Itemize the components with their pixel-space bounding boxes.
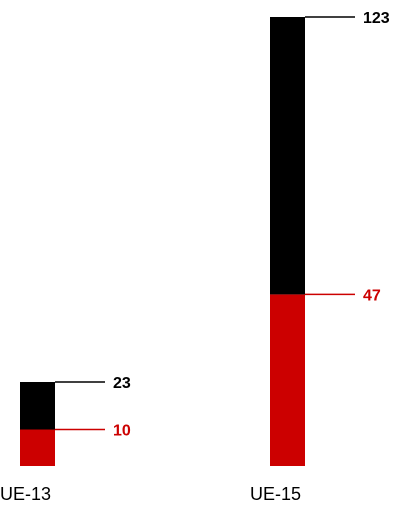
bar-segment-lower-ue-15 [270, 294, 305, 466]
total-value-label-ue-13: 23 [113, 375, 131, 392]
category-labels-group: UE-13 UE-15 [0, 484, 301, 504]
category-label-ue-15: UE-15 [250, 484, 301, 504]
bottom-value-label-ue-15: 47 [363, 287, 381, 304]
value-labels-group: 23 10 123 47 [113, 10, 390, 440]
bar-segment-upper-ue-13 [20, 382, 55, 430]
bars-group [20, 17, 305, 466]
total-value-label-ue-15: 123 [363, 10, 390, 27]
bar-segment-lower-ue-13 [20, 429, 55, 466]
category-label-ue-13: UE-13 [0, 484, 51, 504]
bar-segment-upper-ue-15 [270, 17, 305, 295]
bottom-value-label-ue-13: 10 [113, 423, 131, 440]
leader-lines-group [55, 16, 355, 431]
